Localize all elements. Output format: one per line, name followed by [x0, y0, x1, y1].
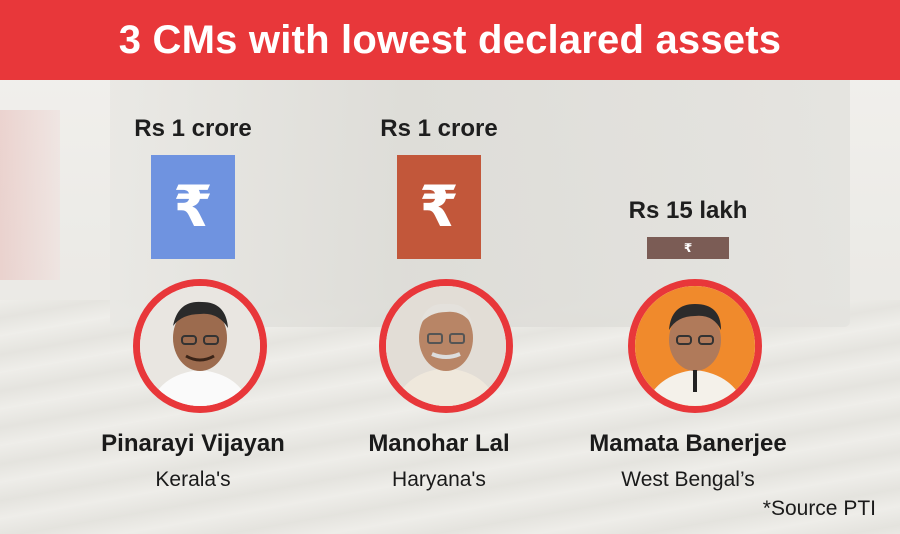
- value-label-2: Rs 1 crore: [380, 115, 498, 142]
- value-label-3: Rs 15 lakh: [628, 197, 748, 224]
- portrait-pinarayi-vijayan: [133, 279, 267, 413]
- cm-name-west-bengal: Mamata Banerjee: [589, 430, 787, 457]
- bar-2: ₹: [397, 155, 481, 259]
- background-red-note: [0, 110, 60, 280]
- state-label-kerala: Kerala's: [155, 468, 231, 491]
- value-label-1: Rs 1 crore: [134, 115, 252, 142]
- person-photo-icon: [140, 286, 260, 406]
- portrait-mamata-banerjee: [628, 279, 762, 413]
- person-photo-icon: [635, 286, 755, 406]
- bar-1: ₹: [151, 155, 235, 259]
- title-banner: 3 CMs with lowest declared assets: [0, 0, 900, 80]
- bar-3: ₹: [647, 237, 729, 259]
- state-label-haryana: Haryana's: [392, 468, 486, 491]
- source-note: *Source PTI: [762, 497, 876, 520]
- state-label-west-bengal: West Bengal’s: [621, 468, 755, 491]
- person-photo-icon: [386, 286, 506, 406]
- portrait-manohar-lal: [379, 279, 513, 413]
- cm-name-haryana: Manohar Lal: [368, 430, 510, 457]
- cm-name-kerala: Pinarayi Vijayan: [101, 430, 285, 457]
- chart-title: 3 CMs with lowest declared assets: [118, 17, 782, 62]
